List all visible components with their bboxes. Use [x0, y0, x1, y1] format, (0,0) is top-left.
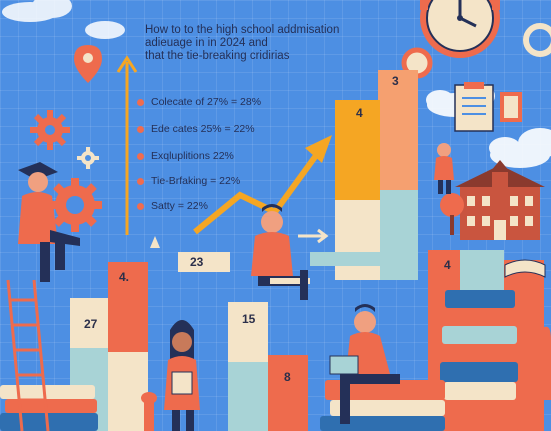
student-girl-icon	[164, 320, 200, 431]
book-stack-bottom	[320, 380, 445, 431]
open-book-icon	[504, 259, 546, 278]
tree-icon	[440, 193, 464, 235]
title-block: How to to the high school addmisation ad…	[145, 24, 405, 63]
bar-label: 4	[356, 106, 363, 120]
title-line-2: adieuage in in 2024 and	[145, 37, 268, 49]
bar-4-tall	[335, 100, 380, 280]
ring-icon	[523, 23, 551, 57]
clipboard-icon	[454, 82, 494, 132]
gear-icon	[30, 110, 70, 150]
bar-4-left	[108, 262, 148, 431]
bullet-icon	[137, 152, 144, 160]
platform	[310, 252, 418, 266]
bar-label: 3	[392, 74, 399, 88]
criteria-item: Tie-Brfaking = 22%	[137, 175, 240, 187]
bullet-icon	[137, 125, 144, 133]
growth-arrow-icon	[193, 135, 332, 235]
gear-icon	[77, 147, 99, 169]
title-line-3: that the tie-breaking cridirias	[145, 50, 290, 62]
pin-icon	[74, 45, 102, 83]
graduate-person-icon	[18, 162, 80, 282]
bar-label: 23	[190, 255, 204, 269]
book-stack-left	[0, 385, 98, 431]
person-edge-icon	[540, 326, 551, 400]
waving-person-icon	[434, 143, 454, 194]
book-icon	[500, 92, 522, 122]
bullet-icon	[137, 202, 144, 210]
up-arrow-icon	[116, 55, 138, 235]
title-line-1: How to to the high school addmisation	[145, 24, 340, 36]
bullet-icon	[137, 177, 144, 185]
bar-3	[378, 70, 418, 280]
bullet-icon	[137, 98, 144, 106]
bar-8	[268, 355, 308, 431]
cloud-icon	[489, 128, 551, 168]
reading-person-icon	[251, 204, 310, 300]
right-arrow-icon	[298, 228, 329, 244]
bar-label: 8	[284, 370, 291, 384]
bar-15	[228, 302, 268, 431]
cloud-icon	[2, 0, 72, 22]
criteria-item: Colecate of 27% = 28%	[137, 96, 261, 108]
cloud-icon	[85, 21, 125, 39]
bar-label: 4	[444, 258, 451, 272]
bar-label: 15	[242, 312, 256, 326]
school-building-icon	[455, 160, 545, 240]
criteria-item: Ede cates 25% = 22%	[137, 123, 255, 135]
bar-label: 27	[84, 317, 98, 331]
criteria-item: Satty = 22%	[137, 200, 208, 212]
laptop-person-icon	[329, 304, 400, 424]
criteria-item: Exqluplitions 22%	[137, 150, 234, 162]
clock-icon	[420, 0, 500, 58]
ladder-icon	[6, 279, 50, 431]
plant-icon	[141, 392, 157, 431]
book-stack-right	[438, 290, 518, 431]
bar-23-platform	[178, 252, 230, 272]
small-arrow-icon	[150, 236, 160, 248]
gear-icon	[48, 178, 102, 232]
bar-label: 4.	[119, 270, 130, 284]
